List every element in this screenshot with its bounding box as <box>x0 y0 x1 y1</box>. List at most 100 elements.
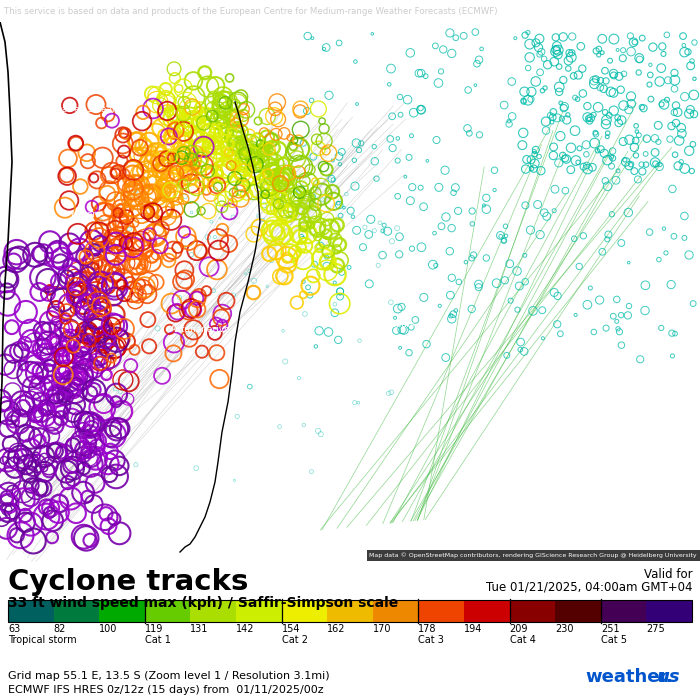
Point <box>76 349 88 360</box>
Point <box>191 293 202 304</box>
Point <box>228 211 239 223</box>
Point <box>85 451 96 462</box>
Point <box>257 150 268 161</box>
Point <box>79 251 90 262</box>
Point <box>293 135 304 146</box>
Point <box>336 267 347 278</box>
Point <box>272 113 284 125</box>
Text: Moroni: Moroni <box>70 210 101 219</box>
Point <box>54 323 65 334</box>
Point <box>91 312 102 323</box>
Point <box>94 238 106 249</box>
Point <box>624 134 635 146</box>
Point <box>332 335 344 346</box>
Point <box>582 101 593 112</box>
Point <box>90 246 101 258</box>
Point <box>272 97 283 108</box>
Point <box>189 117 200 128</box>
Point <box>181 97 192 108</box>
Point <box>110 321 121 332</box>
Point <box>202 81 214 92</box>
Point <box>129 217 140 228</box>
Point <box>276 188 287 199</box>
Point <box>166 164 177 176</box>
Point <box>196 176 207 187</box>
Point <box>608 88 619 99</box>
Point <box>349 155 360 166</box>
Point <box>194 153 205 164</box>
Point <box>169 202 181 213</box>
Point <box>50 445 61 456</box>
Point <box>444 27 456 38</box>
Point <box>385 133 396 144</box>
Point <box>299 198 310 209</box>
Point <box>70 137 81 148</box>
Point <box>183 172 195 183</box>
Point <box>78 368 89 379</box>
Point <box>223 143 235 154</box>
Point <box>0 512 7 524</box>
Point <box>351 99 363 110</box>
Point <box>206 216 217 228</box>
Point <box>132 289 144 300</box>
Point <box>121 178 132 189</box>
Point <box>248 169 260 180</box>
Point <box>314 326 325 337</box>
Point <box>234 153 245 164</box>
Point <box>156 156 167 167</box>
Point <box>504 258 515 270</box>
Point <box>104 469 115 480</box>
Point <box>258 214 269 225</box>
Point <box>84 452 95 463</box>
Point <box>283 208 294 219</box>
Point <box>298 253 309 265</box>
Point <box>101 279 112 290</box>
Point <box>118 374 129 386</box>
Point <box>38 483 49 494</box>
Point <box>392 133 403 144</box>
Point <box>78 463 89 474</box>
Point <box>152 323 163 334</box>
Point <box>44 379 55 391</box>
Point <box>305 219 316 230</box>
Point <box>546 116 557 127</box>
Point <box>535 66 546 78</box>
Point <box>3 489 14 500</box>
Point <box>187 102 198 113</box>
Point <box>211 144 223 155</box>
Point <box>392 303 403 314</box>
Point <box>227 197 238 209</box>
Point <box>116 406 127 417</box>
Point <box>144 137 155 148</box>
Bar <box>8 600 692 622</box>
Point <box>211 180 223 191</box>
Point <box>230 128 241 139</box>
Point <box>46 430 57 442</box>
Point <box>92 355 103 366</box>
Point <box>72 443 83 454</box>
Point <box>630 135 641 146</box>
Bar <box>373 600 419 622</box>
Point <box>274 271 286 282</box>
Text: 275: 275 <box>646 624 665 634</box>
Point <box>635 354 646 365</box>
Point <box>679 47 690 58</box>
Point <box>613 71 624 82</box>
Point <box>230 186 241 197</box>
Point <box>148 103 159 114</box>
Point <box>580 139 592 150</box>
Point <box>244 129 255 140</box>
Point <box>94 215 106 226</box>
Point <box>223 238 235 249</box>
Point <box>43 337 54 349</box>
Point <box>92 326 103 337</box>
Point <box>566 47 578 58</box>
Point <box>572 94 583 105</box>
Point <box>261 132 272 143</box>
Point <box>611 316 622 327</box>
Point <box>265 199 276 210</box>
Point <box>253 183 265 195</box>
Point <box>519 86 530 97</box>
Point <box>30 410 41 421</box>
Point <box>601 76 612 87</box>
